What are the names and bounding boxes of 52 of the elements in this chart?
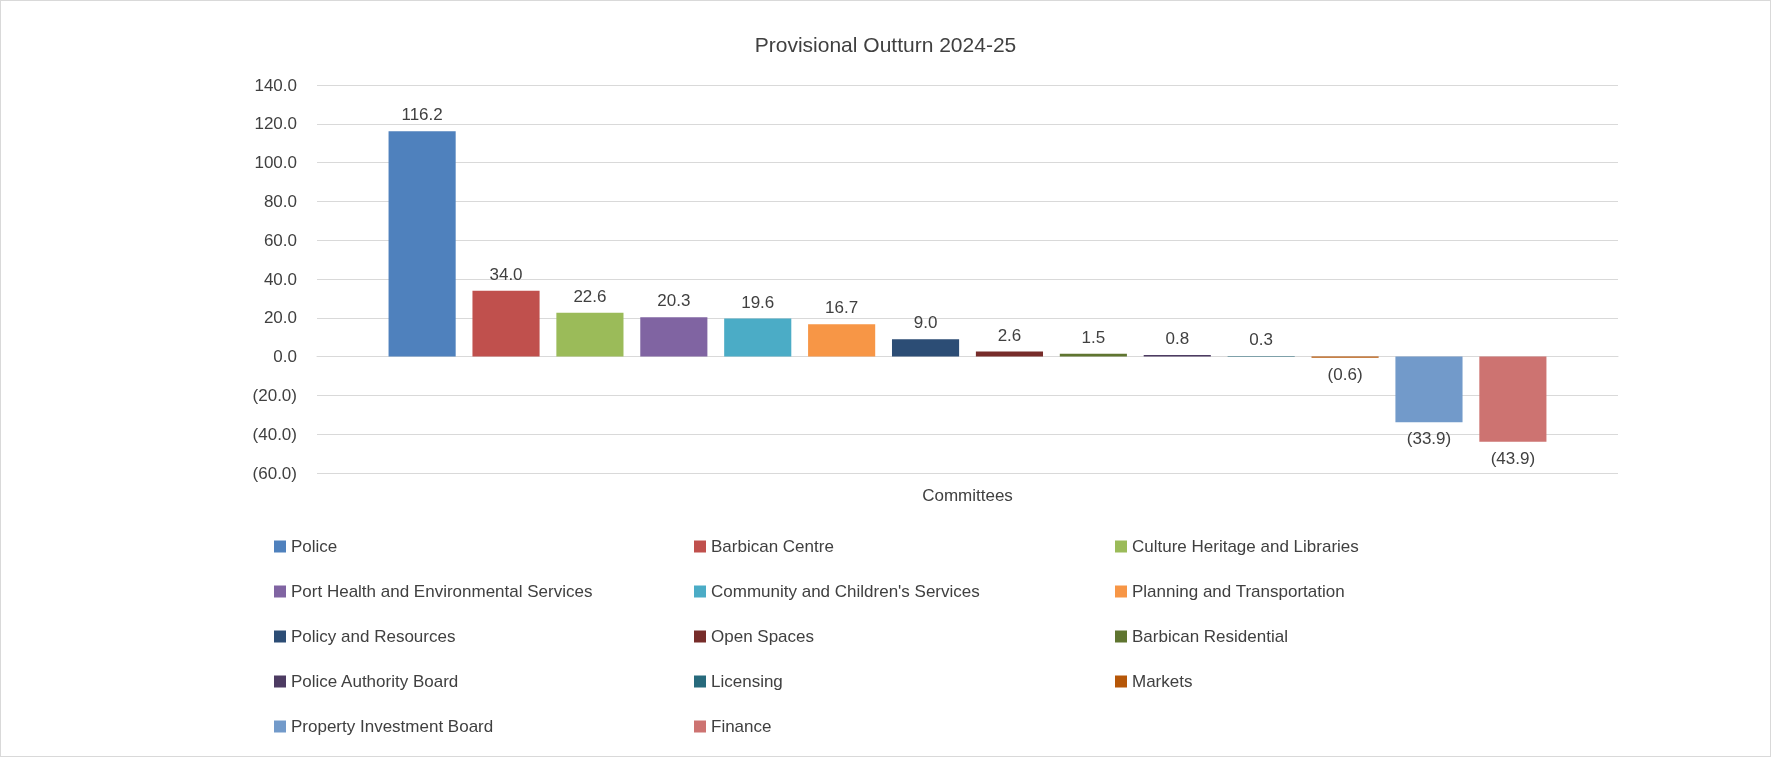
legend-label: Policy and Resources <box>291 627 456 646</box>
bar <box>640 317 708 357</box>
data-label: 0.3 <box>1249 330 1273 350</box>
legend-label: Police Authority Board <box>291 672 459 691</box>
y-tick-label: 80.0 <box>263 191 297 211</box>
legend-label: Police <box>291 537 338 556</box>
bar <box>1395 356 1463 423</box>
y-tick-label: 40.0 <box>263 269 297 289</box>
y-tick-label: (40.0) <box>252 424 297 444</box>
bar <box>1479 356 1547 442</box>
legend-label: Culture Heritage and Libraries <box>1132 537 1359 556</box>
data-label: 16.7 <box>825 298 859 318</box>
legend-label: Community and Children's Services <box>711 582 980 601</box>
data-label: (0.6) <box>1327 364 1363 384</box>
legend-label: Licensing <box>711 672 783 691</box>
y-tick-label: 0.0 <box>273 347 297 367</box>
x-tick-label: Committees <box>922 486 1013 505</box>
y-tick-label: 60.0 <box>263 230 297 250</box>
data-label: 22.6 <box>573 286 607 306</box>
data-label: (33.9) <box>1406 429 1452 449</box>
data-label: 19.6 <box>741 292 775 312</box>
legend-label: Finance <box>711 717 772 736</box>
data-label: (43.9) <box>1490 448 1536 468</box>
bar <box>1059 353 1127 357</box>
bar <box>556 312 624 357</box>
bar <box>975 351 1044 357</box>
data-label: 0.8 <box>1165 329 1190 349</box>
y-tick-label: 140.0 <box>254 75 297 95</box>
y-tick-label: (60.0) <box>252 463 297 483</box>
data-label: 20.3 <box>657 291 691 311</box>
legend-label: Barbican Residential <box>1132 627 1288 646</box>
data-label: 2.6 <box>997 325 1022 345</box>
y-tick-label: (20.0) <box>252 385 297 405</box>
bar <box>808 324 876 357</box>
y-tick-label: 100.0 <box>254 153 297 173</box>
y-tick-label: 120.0 <box>254 114 297 134</box>
bar <box>472 290 540 357</box>
bar <box>724 318 792 357</box>
chart-title: Provisional Outturn 2024-25 <box>754 33 1017 56</box>
bar <box>891 339 960 357</box>
legend-label: Barbican Centre <box>711 537 834 556</box>
y-tick-label: 20.0 <box>263 308 297 328</box>
legend-label: Port Health and Environmental Services <box>291 582 593 601</box>
legend-label: Markets <box>1132 672 1193 691</box>
legend-label: Property Investment Board <box>291 717 494 736</box>
bar <box>388 131 456 357</box>
data-label: 116.2 <box>401 105 443 125</box>
data-label: 1.5 <box>1081 327 1106 347</box>
legend-label: Open Spaces <box>711 627 815 646</box>
data-label: 9.0 <box>913 313 938 333</box>
legend-label: Planning and Transportation <box>1132 582 1345 601</box>
data-label: 34.0 <box>489 264 523 284</box>
